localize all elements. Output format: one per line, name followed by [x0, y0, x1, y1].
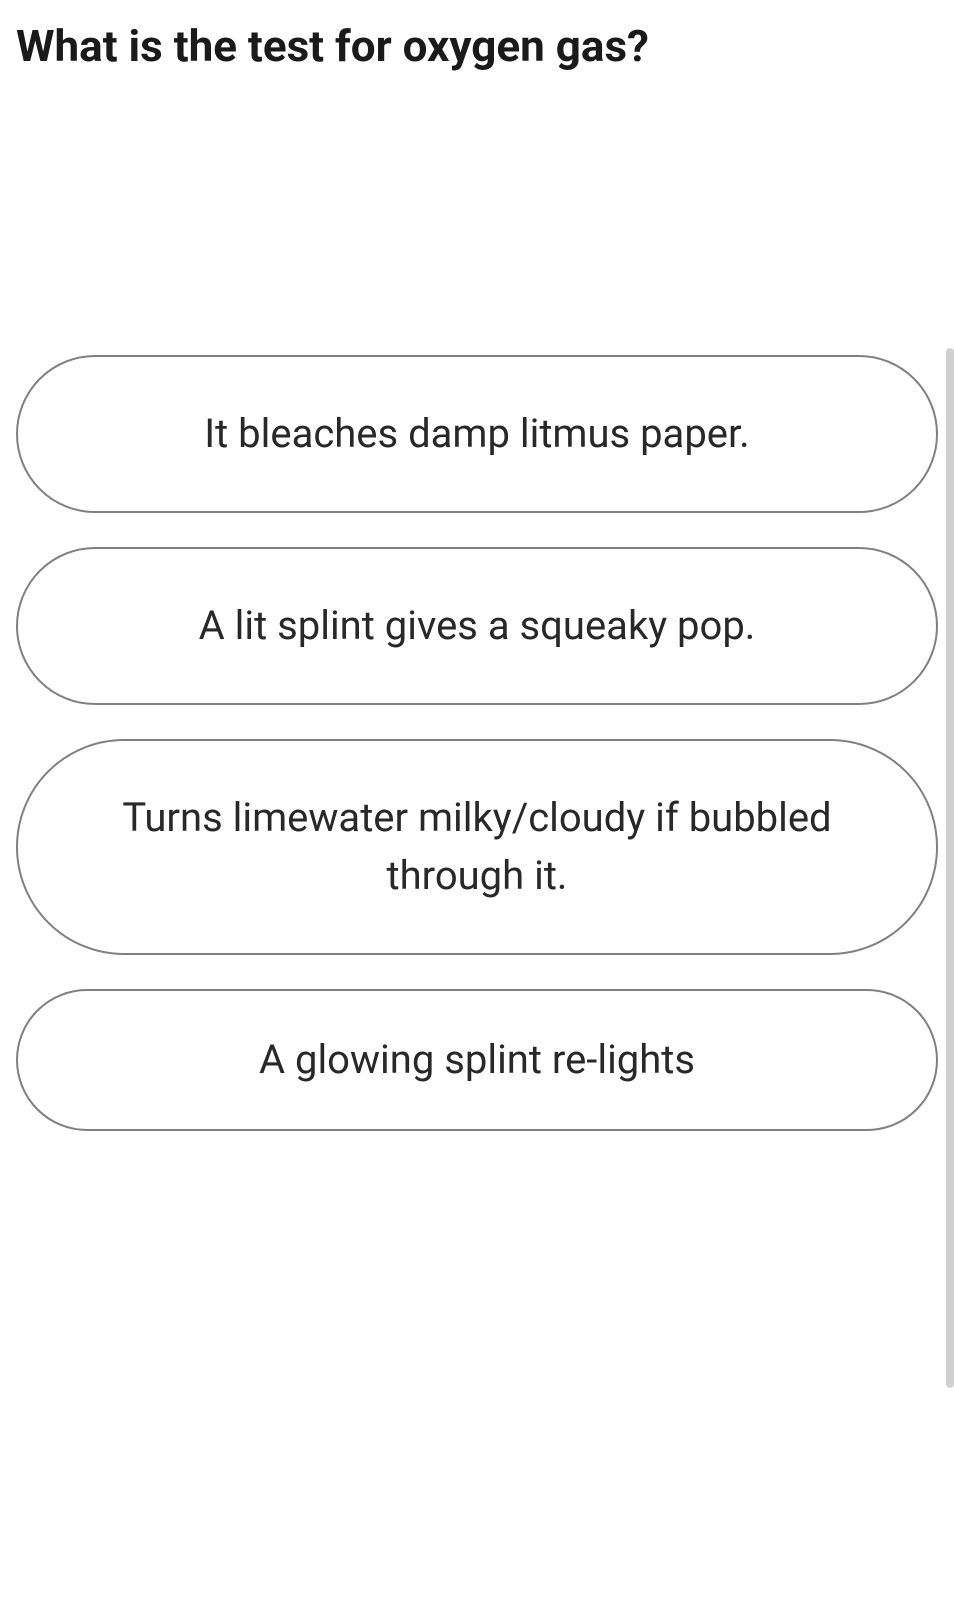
- quiz-container: What is the test for oxygen gas? It blea…: [0, 18, 954, 1131]
- option-1[interactable]: It bleaches damp litmus paper.: [16, 355, 938, 513]
- option-2[interactable]: A lit splint gives a squeaky pop.: [16, 547, 938, 705]
- option-3-text: Turns limewater milky/cloudy if bubbled …: [78, 789, 876, 905]
- option-4-text: A glowing splint re-lights: [259, 1031, 695, 1089]
- option-3[interactable]: Turns limewater milky/cloudy if bubbled …: [16, 739, 938, 955]
- question-text: What is the test for oxygen gas?: [16, 18, 938, 75]
- option-4[interactable]: A glowing splint re-lights: [16, 989, 938, 1131]
- options-list: It bleaches damp litmus paper. A lit spl…: [16, 355, 938, 1131]
- scrollbar[interactable]: [946, 348, 954, 1388]
- option-2-text: A lit splint gives a squeaky pop.: [199, 597, 756, 655]
- option-1-text: It bleaches damp litmus paper.: [204, 405, 749, 463]
